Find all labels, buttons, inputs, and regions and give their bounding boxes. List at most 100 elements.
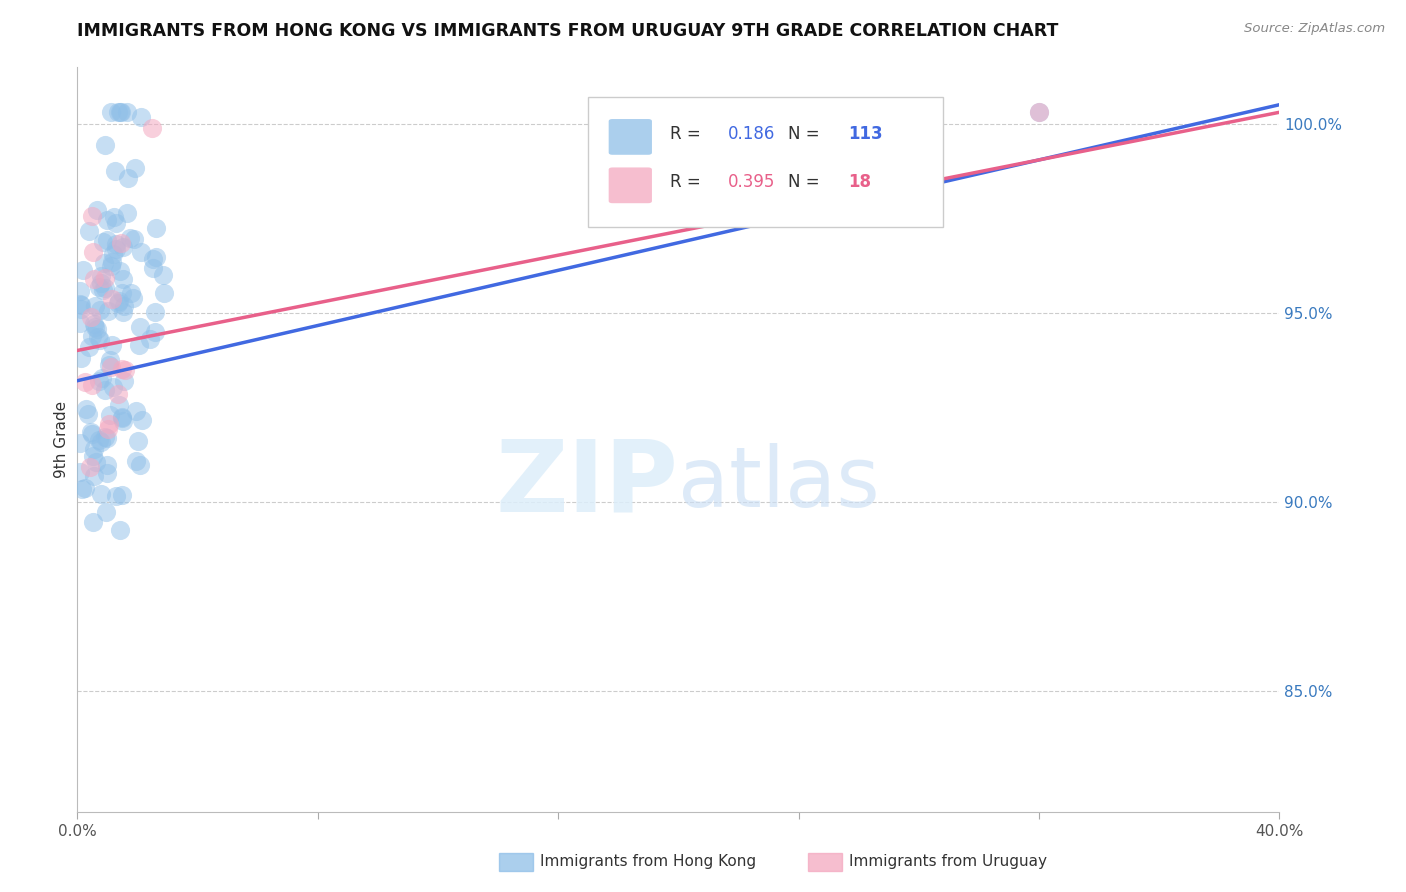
Point — [83, 317, 105, 331]
Point — [98, 358, 121, 372]
Point — [103, 210, 125, 224]
Point — [96, 458, 118, 472]
Point — [117, 205, 139, 219]
Point — [96, 233, 118, 247]
Point — [110, 105, 132, 120]
Point — [80, 426, 103, 441]
Point — [83, 469, 105, 483]
Point — [128, 338, 150, 352]
Point — [143, 325, 166, 339]
Point — [153, 285, 176, 300]
Point — [69, 465, 91, 479]
Point — [91, 371, 114, 385]
Point — [142, 252, 165, 267]
Point — [82, 515, 104, 529]
Point — [124, 161, 146, 175]
Point — [84, 299, 107, 313]
Point — [97, 304, 120, 318]
Point — [97, 421, 120, 435]
Point — [87, 374, 110, 388]
Point — [145, 251, 167, 265]
Point — [90, 277, 112, 291]
Point — [143, 305, 166, 319]
Point — [89, 302, 111, 317]
Point — [129, 110, 152, 124]
Point — [107, 398, 129, 412]
Point — [142, 261, 165, 276]
Point — [89, 433, 111, 447]
FancyBboxPatch shape — [588, 96, 943, 227]
Point — [90, 434, 112, 449]
Point — [80, 425, 103, 440]
Text: ZIP: ZIP — [495, 435, 679, 533]
Point — [90, 487, 112, 501]
Point — [111, 285, 134, 300]
Point — [122, 292, 145, 306]
Point — [107, 105, 129, 120]
Point — [84, 319, 107, 334]
Point — [101, 255, 124, 269]
Point — [97, 417, 120, 431]
Text: 0.186: 0.186 — [728, 125, 775, 143]
Point — [73, 481, 96, 495]
Point — [111, 410, 134, 425]
Point — [105, 242, 128, 256]
Point — [145, 220, 167, 235]
Text: Source: ZipAtlas.com: Source: ZipAtlas.com — [1244, 22, 1385, 36]
Point — [90, 268, 112, 283]
Point — [86, 321, 108, 335]
Point — [111, 488, 134, 502]
Point — [75, 402, 97, 417]
Text: 0.395: 0.395 — [728, 173, 775, 192]
FancyBboxPatch shape — [609, 119, 652, 155]
Point — [100, 359, 122, 374]
Point — [101, 380, 124, 394]
Point — [93, 256, 115, 270]
Point — [112, 299, 135, 313]
FancyBboxPatch shape — [609, 168, 652, 203]
Point — [115, 105, 138, 120]
Point — [128, 319, 150, 334]
Point — [111, 409, 134, 424]
Point — [72, 263, 94, 277]
Point — [69, 284, 91, 298]
Point — [111, 362, 134, 376]
Point — [96, 431, 118, 445]
Point — [100, 105, 122, 120]
Point — [128, 458, 150, 472]
Point — [89, 333, 111, 347]
Point — [104, 237, 127, 252]
Point — [98, 408, 121, 422]
Point — [124, 404, 146, 418]
Point — [111, 240, 134, 254]
Point — [79, 459, 101, 474]
Text: N =: N = — [787, 125, 825, 143]
Point — [110, 264, 132, 278]
Point — [96, 466, 118, 480]
Text: R =: R = — [671, 125, 706, 143]
Point — [94, 430, 117, 444]
Text: R =: R = — [671, 173, 706, 192]
Point — [73, 376, 96, 390]
Point — [70, 301, 93, 316]
Point — [108, 294, 131, 309]
Point — [118, 231, 141, 245]
Point — [80, 310, 103, 325]
Point — [108, 105, 131, 120]
Point — [101, 338, 124, 352]
Point — [98, 352, 121, 367]
Point — [107, 386, 129, 401]
Point — [82, 245, 104, 260]
Point — [117, 171, 139, 186]
Text: N =: N = — [787, 173, 825, 192]
Point — [87, 330, 110, 344]
Point — [77, 408, 100, 422]
Point — [70, 351, 93, 365]
Point — [100, 259, 122, 273]
Point — [110, 235, 132, 250]
Point — [1028, 105, 1050, 120]
Point — [94, 137, 117, 152]
Point — [114, 362, 136, 376]
Text: Immigrants from Hong Kong: Immigrants from Hong Kong — [540, 855, 756, 869]
Point — [69, 435, 91, 450]
